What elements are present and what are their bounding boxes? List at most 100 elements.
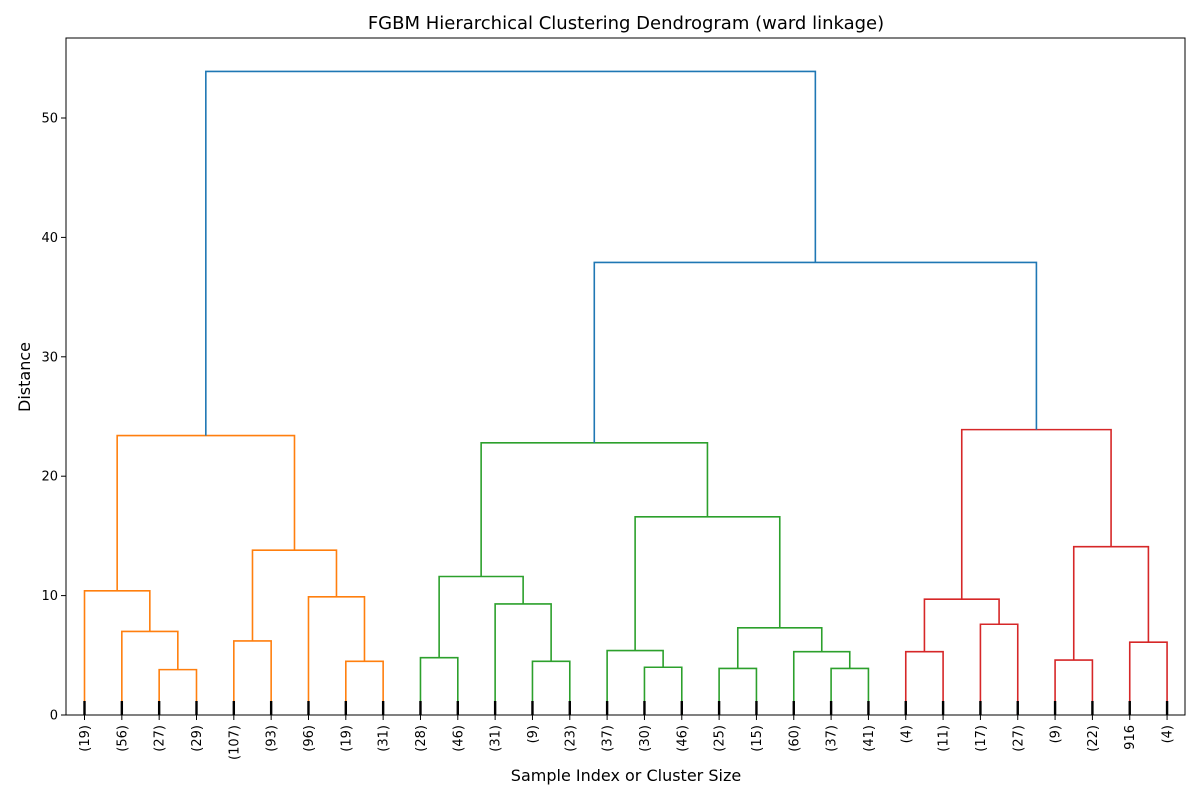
merge-link xyxy=(307,595,366,715)
merge-link xyxy=(979,623,1019,715)
leaf-label: (31) xyxy=(489,725,504,752)
merge-link xyxy=(116,434,296,591)
leaf-marker xyxy=(717,701,721,715)
leaf-label: (9) xyxy=(526,725,541,743)
leaf-label: (46) xyxy=(451,725,466,752)
leaf-marker xyxy=(904,701,907,715)
merge-links xyxy=(83,70,1168,715)
merge-link xyxy=(792,650,851,715)
leaf-label: (19) xyxy=(78,725,93,752)
merge-link xyxy=(158,668,198,715)
merge-link xyxy=(233,640,272,715)
leaf-label: (28) xyxy=(414,725,429,752)
merge-link xyxy=(251,549,338,641)
leaf-marker xyxy=(195,701,198,715)
merge-link xyxy=(1072,545,1150,661)
leaf-label: (29) xyxy=(190,725,205,752)
merge-link xyxy=(718,667,758,715)
leaf-marker xyxy=(941,701,945,715)
leaf-label: (17) xyxy=(974,725,989,752)
merge-link xyxy=(1128,641,1168,715)
leaf-label: (4) xyxy=(899,725,914,743)
leaf-label: (27) xyxy=(1011,725,1026,752)
leaf-marker xyxy=(157,701,161,715)
leaf-marker xyxy=(680,701,683,715)
y-axis-ticks: 0 10 20 30 40 50 xyxy=(41,111,66,724)
leaf-marker xyxy=(307,701,310,715)
leaf-label: (37) xyxy=(601,725,616,752)
leaf-marker xyxy=(643,701,646,715)
merge-link xyxy=(494,603,552,715)
plot-frame xyxy=(65,37,1186,716)
merge-link xyxy=(345,660,384,715)
merge-link xyxy=(643,666,683,715)
y-tick-label: 40 xyxy=(41,231,58,246)
merge-link xyxy=(438,575,524,658)
leaf-label: (56) xyxy=(115,725,130,752)
merge-link xyxy=(904,650,944,715)
leaf-label: (41) xyxy=(862,725,877,752)
leaf-markers xyxy=(83,701,1169,715)
leaf-marker xyxy=(568,701,571,715)
merge-link xyxy=(923,598,1000,652)
leaf-label: (27) xyxy=(153,725,168,752)
merge-link xyxy=(205,70,817,436)
leaf-label: (4) xyxy=(1161,725,1176,743)
leaf-label: (22) xyxy=(1086,725,1101,752)
leaf-label: (15) xyxy=(750,725,765,752)
leaf-label: (25) xyxy=(713,725,728,752)
leaf-label: (31) xyxy=(377,725,392,752)
leaf-label: (93) xyxy=(265,725,280,752)
y-tick-label: 10 xyxy=(41,589,58,604)
leaf-marker xyxy=(232,701,236,715)
leaf-marker xyxy=(344,701,348,715)
y-tick-label: 20 xyxy=(41,470,58,485)
merge-link xyxy=(593,261,1038,443)
leaf-label: (11) xyxy=(937,725,952,752)
leaf-marker xyxy=(419,701,422,715)
leaf-marker xyxy=(1165,701,1169,715)
leaf-marker xyxy=(1016,701,1019,715)
chart-title: FGBM Hierarchical Clustering Dendrogram … xyxy=(368,13,884,34)
leaf-marker xyxy=(605,701,609,715)
y-tick-label: 0 xyxy=(50,709,58,724)
leaf-marker xyxy=(531,701,534,715)
x-axis-leaf-labels: (19) (56) (27) (29) (107) (93) (96) (19) (31) (28… xyxy=(78,715,1176,760)
leaf-label: (107) xyxy=(227,725,242,760)
y-axis-label: Distance xyxy=(15,342,34,412)
leaf-label: 916 xyxy=(1123,725,1138,750)
leaf-marker xyxy=(1128,701,1131,715)
merge-link xyxy=(531,660,571,715)
y-tick-label: 50 xyxy=(41,111,58,126)
leaf-marker xyxy=(829,701,833,715)
merge-link xyxy=(83,590,151,715)
merge-link xyxy=(736,627,823,669)
leaf-marker xyxy=(755,701,758,715)
leaf-label: (46) xyxy=(675,725,690,752)
y-tick-label: 30 xyxy=(41,350,58,365)
merge-link xyxy=(1054,659,1094,715)
leaf-marker xyxy=(83,701,86,715)
leaf-marker xyxy=(456,701,459,715)
merge-link xyxy=(830,667,870,715)
leaf-marker xyxy=(269,701,273,715)
leaf-label: (96) xyxy=(302,725,317,752)
leaf-marker xyxy=(867,701,870,715)
leaf-marker xyxy=(792,701,795,715)
merge-link xyxy=(419,656,459,715)
leaf-marker xyxy=(381,701,385,715)
leaf-marker xyxy=(979,701,982,715)
leaf-label: (23) xyxy=(563,725,578,752)
merge-link xyxy=(480,441,709,577)
leaf-label: (30) xyxy=(638,725,653,752)
leaf-marker xyxy=(1091,701,1094,715)
leaf-label: (60) xyxy=(787,725,802,752)
leaf-marker xyxy=(120,701,124,715)
leaf-label: (37) xyxy=(825,725,840,752)
merge-link xyxy=(960,428,1112,600)
merge-link xyxy=(634,515,781,651)
leaf-label: (19) xyxy=(339,725,354,752)
leaf-marker xyxy=(1053,701,1057,715)
merge-link xyxy=(121,630,179,715)
leaf-label: (9) xyxy=(1049,725,1064,743)
